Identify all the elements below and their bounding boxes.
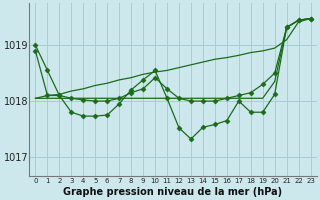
X-axis label: Graphe pression niveau de la mer (hPa): Graphe pression niveau de la mer (hPa) <box>63 187 283 197</box>
